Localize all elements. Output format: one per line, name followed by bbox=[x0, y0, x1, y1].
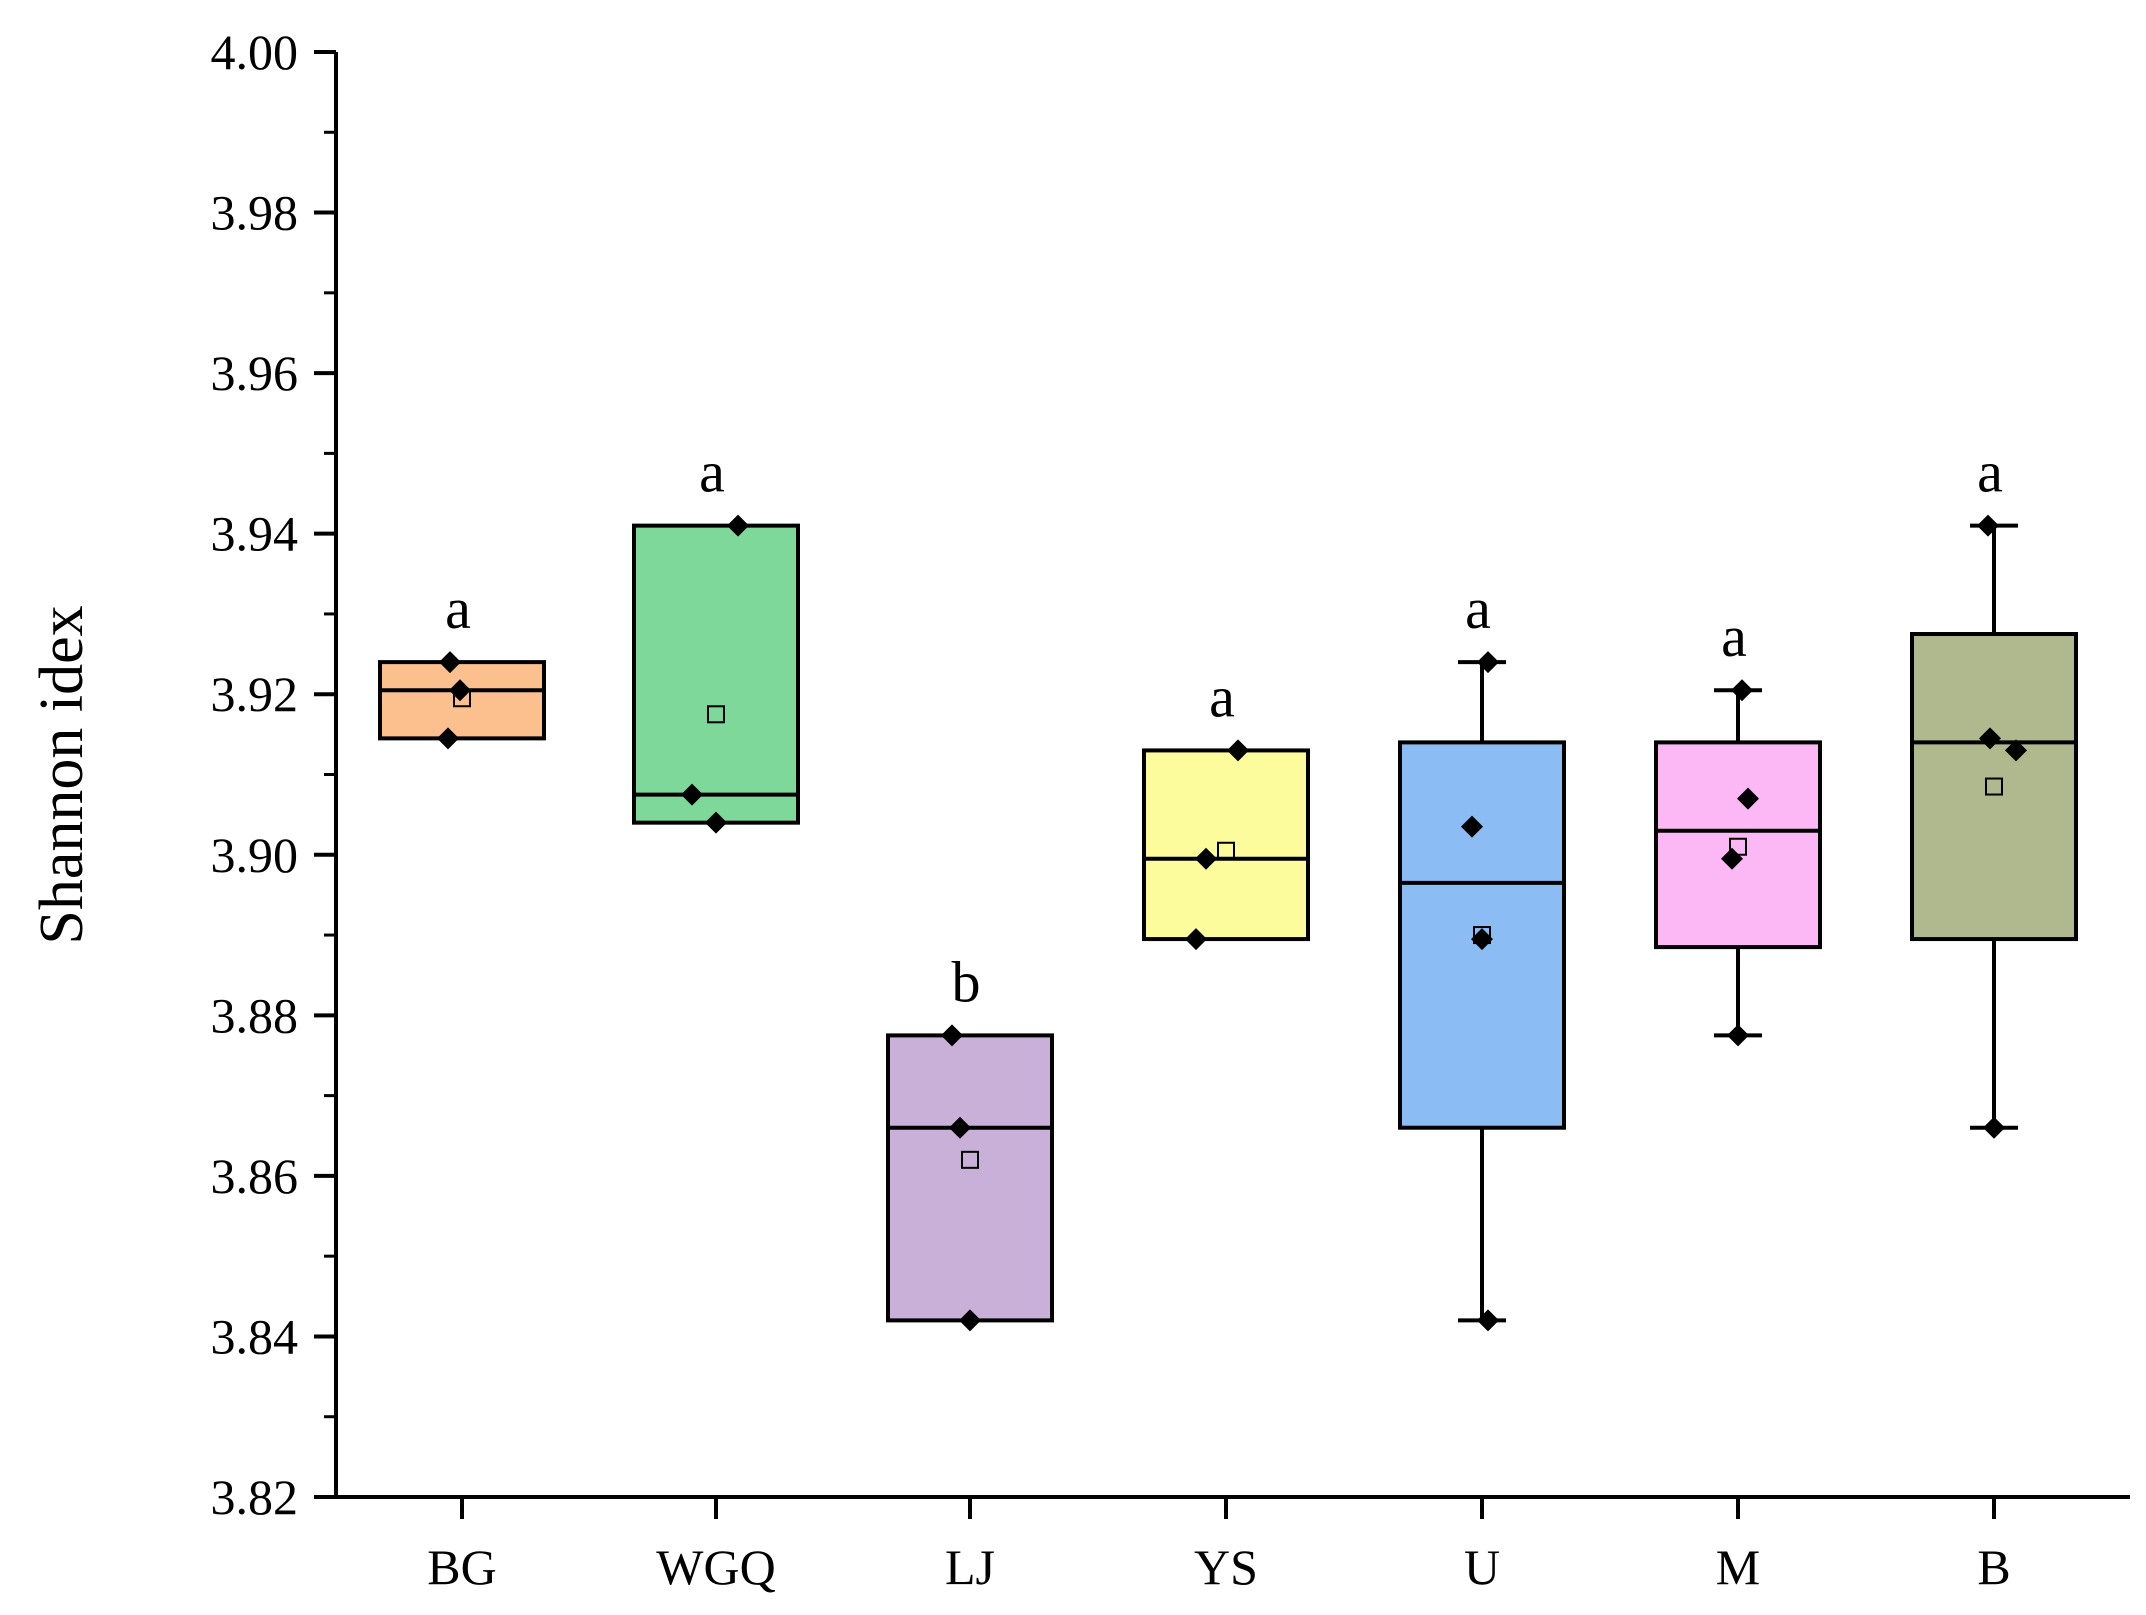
significance-label: a bbox=[445, 576, 471, 641]
y-tick-label: 3.84 bbox=[211, 1308, 299, 1364]
x-tick-label: BG bbox=[427, 1539, 496, 1595]
data-point bbox=[681, 783, 703, 806]
x-tick-label: YS bbox=[1194, 1539, 1258, 1595]
x-tick-label: M bbox=[1716, 1539, 1760, 1595]
data-point bbox=[1979, 727, 2001, 750]
significance-label: b bbox=[952, 949, 981, 1014]
data-point bbox=[1727, 1024, 1749, 1047]
y-tick-label: 3.82 bbox=[211, 1469, 299, 1525]
y-tick-label: 3.88 bbox=[211, 987, 299, 1043]
data-point bbox=[437, 727, 459, 750]
significance-label: a bbox=[1977, 440, 2003, 505]
data-point bbox=[1977, 514, 1999, 537]
y-tick-label: 3.94 bbox=[211, 506, 299, 562]
box-group-lj: LJ b bbox=[886, 949, 1054, 1595]
y-tick-label: 3.96 bbox=[211, 345, 299, 401]
x-tick-label: U bbox=[1464, 1539, 1500, 1595]
y-tick-label: 3.90 bbox=[211, 827, 299, 883]
data-point bbox=[1195, 847, 1217, 870]
data-point bbox=[1731, 679, 1753, 702]
significance-label: a bbox=[1465, 576, 1491, 641]
box-group-m: Ma bbox=[1654, 604, 1822, 1595]
box-group-wgq: WGQ a bbox=[632, 440, 800, 1595]
y-axis-title: Shannon idex bbox=[28, 605, 96, 944]
data-point bbox=[949, 1116, 971, 1139]
data-point bbox=[705, 811, 727, 834]
iqr-box bbox=[632, 523, 800, 825]
mean-marker bbox=[1217, 841, 1235, 860]
iqr-box bbox=[886, 1033, 1054, 1323]
x-tick-label: LJ bbox=[945, 1539, 995, 1595]
x-tick-label: B bbox=[1977, 1539, 2010, 1595]
data-point bbox=[1227, 739, 1249, 762]
data-point bbox=[1461, 815, 1483, 838]
box-group-b: Ba bbox=[1910, 440, 2078, 1595]
y-tick-label: 4.00 bbox=[211, 24, 299, 80]
data-point bbox=[1737, 787, 1759, 810]
x-tick-label: WGQ bbox=[656, 1539, 775, 1595]
iqr-box bbox=[1654, 740, 1822, 950]
y-tick-label: 3.98 bbox=[211, 185, 299, 241]
box-group-bg: BG a bbox=[378, 576, 546, 1595]
data-point bbox=[1721, 847, 1743, 870]
data-point bbox=[449, 679, 471, 702]
y-tick-label: 3.92 bbox=[211, 666, 299, 722]
box-group-ys: YS a bbox=[1142, 664, 1310, 1595]
data-point bbox=[439, 651, 461, 674]
significance-label: a bbox=[699, 440, 725, 505]
y-tick-label: 3.86 bbox=[211, 1148, 299, 1204]
data-point bbox=[1983, 1116, 2005, 1139]
box-group-u: Ua bbox=[1398, 576, 1566, 1595]
data-point bbox=[941, 1024, 963, 1047]
mean-marker bbox=[961, 1150, 979, 1169]
iqr-box bbox=[1910, 632, 2078, 942]
iqr-box bbox=[1142, 748, 1310, 942]
data-point bbox=[2005, 739, 2027, 762]
significance-label: a bbox=[1721, 604, 1747, 669]
plot-area: 3.82 3.84 3.86 3.88 3.90 3.92 3.94 3.96 3.98 4.00… bbox=[211, 24, 2130, 1595]
data-point bbox=[1185, 928, 1207, 951]
significance-label: a bbox=[1209, 664, 1235, 729]
iqr-box bbox=[378, 660, 546, 741]
data-point bbox=[1477, 651, 1499, 674]
data-point bbox=[1477, 1309, 1499, 1332]
data-point bbox=[1471, 928, 1493, 951]
mean-marker bbox=[707, 705, 725, 724]
mean-marker bbox=[1985, 777, 2003, 796]
data-point bbox=[727, 514, 749, 537]
data-point bbox=[959, 1309, 981, 1332]
